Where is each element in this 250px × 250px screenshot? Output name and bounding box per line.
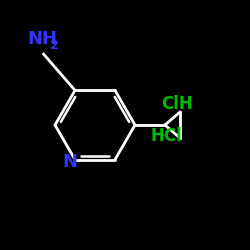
Text: NH: NH — [27, 30, 57, 48]
Text: HCl: HCl — [150, 127, 182, 145]
Text: 2: 2 — [50, 38, 58, 52]
Text: ClH: ClH — [161, 95, 193, 113]
Text: N: N — [62, 153, 77, 171]
